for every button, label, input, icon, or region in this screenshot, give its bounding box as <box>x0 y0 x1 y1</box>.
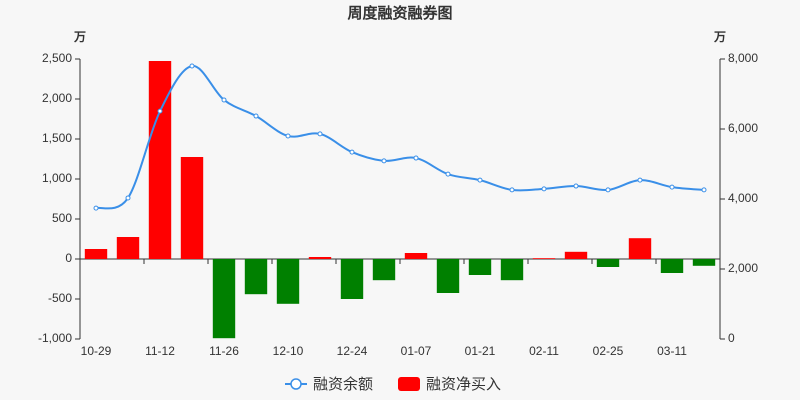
y2-tick-label: 6,000 <box>728 121 758 135</box>
bar <box>500 259 524 281</box>
x-tick-label: 12-24 <box>337 344 368 358</box>
bar <box>564 251 588 259</box>
legend-label: 融资净买入 <box>426 376 501 393</box>
x-tick-label: 11-12 <box>145 344 175 358</box>
bar <box>148 61 172 259</box>
bar <box>180 157 204 259</box>
line-point <box>701 187 707 193</box>
y2-tick-label: 0 <box>728 331 735 345</box>
x-tick-label: 01-21 <box>465 344 496 358</box>
x-tick-label: 10-29 <box>81 344 112 358</box>
line-point <box>637 177 643 183</box>
y2-tick-label: 4,000 <box>728 191 758 205</box>
legend-label: 融资余额 <box>313 375 373 393</box>
line-point <box>413 155 419 161</box>
line-point <box>189 63 195 69</box>
bar <box>436 259 460 293</box>
y-tick-label: 2,000 <box>42 91 72 105</box>
bar <box>244 259 268 295</box>
line-point <box>669 184 675 190</box>
line-point <box>541 186 547 192</box>
x-tick-label: 03-11 <box>657 344 687 358</box>
y2-tick-label: 2,000 <box>728 261 758 275</box>
line-point <box>125 195 131 201</box>
y-tick-label: 2,500 <box>42 51 72 65</box>
x-tick-label: 11-26 <box>209 344 239 358</box>
chart-title: 周度融资融券图 <box>347 4 452 22</box>
line-point <box>349 149 355 155</box>
line-point <box>477 177 483 183</box>
bar <box>276 259 300 304</box>
y-unit: 万 <box>73 30 86 44</box>
bar <box>692 259 716 266</box>
y-tick-label: 1,000 <box>42 171 72 185</box>
bar <box>116 237 140 259</box>
y-tick-label: -1,000 <box>38 331 72 345</box>
bar <box>308 257 332 259</box>
line-point <box>285 133 291 139</box>
bar <box>404 253 428 259</box>
x-tick-label: 01-07 <box>401 344 432 358</box>
line-point <box>317 131 323 137</box>
bar <box>372 259 396 281</box>
bar <box>84 249 108 259</box>
x-tick-label: 02-25 <box>593 344 624 358</box>
y2-tick-label: 8,000 <box>728 51 758 65</box>
bar <box>660 259 684 273</box>
line-point <box>253 113 259 119</box>
line-point <box>445 171 451 177</box>
bar <box>628 238 652 259</box>
y-tick-label: -500 <box>48 291 72 305</box>
x-tick-label: 12-10 <box>273 344 304 358</box>
line-point <box>221 97 227 103</box>
x-tick-label: 02-11 <box>529 344 559 358</box>
y-tick-label: 1,500 <box>42 131 72 145</box>
y-tick-label: 0 <box>65 251 72 265</box>
line-point <box>605 187 611 193</box>
line-point <box>157 108 163 114</box>
legend-point <box>290 378 302 390</box>
bar <box>532 258 556 259</box>
legend-swatch <box>398 377 420 391</box>
bar <box>596 259 620 267</box>
line-point <box>573 183 579 189</box>
y2-unit: 万 <box>713 30 726 44</box>
bar <box>340 259 364 299</box>
line-point <box>93 205 99 211</box>
line-point <box>509 187 515 193</box>
bar <box>212 259 236 339</box>
line-point <box>381 158 387 164</box>
y-tick-label: 500 <box>52 211 72 225</box>
bar <box>468 259 492 275</box>
